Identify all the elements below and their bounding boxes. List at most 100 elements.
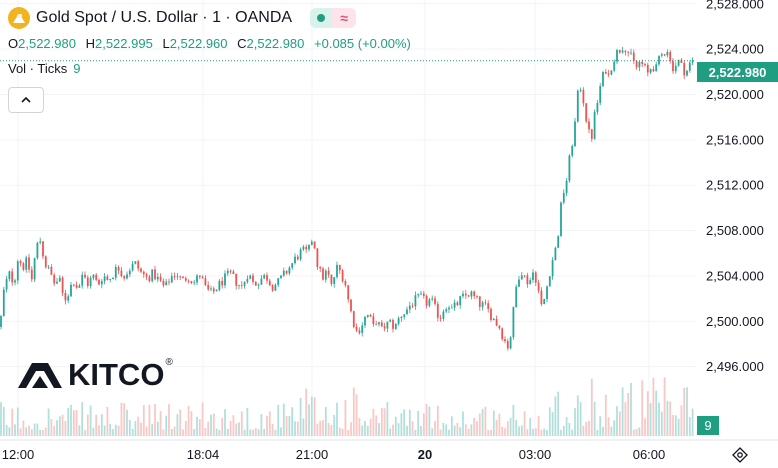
candle-body xyxy=(439,317,442,319)
candle-body xyxy=(540,290,543,305)
volume-bar xyxy=(562,425,565,436)
volume-legend[interactable]: Vol · Ticks 9 xyxy=(8,61,80,76)
candle-body xyxy=(520,275,523,280)
candle-body xyxy=(630,52,632,54)
candle-body xyxy=(448,307,450,310)
wave-icon[interactable]: ≈ xyxy=(332,8,357,28)
volume-bar xyxy=(509,417,512,436)
volume-bar xyxy=(526,429,529,436)
volume-bar xyxy=(543,428,546,436)
candle-body xyxy=(53,274,56,284)
volume-bar xyxy=(464,424,467,436)
volume-bar xyxy=(557,391,560,436)
x-tick-label: 21:00 xyxy=(296,447,329,462)
candle-body xyxy=(400,316,403,319)
volume-bar xyxy=(268,411,271,436)
candles xyxy=(0,47,694,351)
volume-bar xyxy=(42,429,44,436)
volume-bar xyxy=(490,429,492,436)
volume-bar xyxy=(501,426,504,436)
candle-body xyxy=(658,55,660,65)
volume-bar xyxy=(338,427,341,436)
volume-bar xyxy=(624,402,627,436)
volume-bar xyxy=(478,413,481,436)
candle-body xyxy=(95,274,98,280)
market-open-dot-icon[interactable] xyxy=(310,8,333,28)
volume-bar xyxy=(649,403,652,436)
volume-bar xyxy=(618,411,621,436)
volume-bar xyxy=(663,377,666,436)
candle-body xyxy=(434,298,436,304)
candle-body xyxy=(243,282,246,286)
volume-bar xyxy=(226,428,229,436)
volume-bar xyxy=(294,421,296,436)
volume-bar xyxy=(568,423,571,436)
volume-bar xyxy=(481,408,484,436)
volume-bar xyxy=(462,411,464,436)
volume-bar xyxy=(691,408,694,436)
volume-bar xyxy=(498,413,501,436)
volume-bar xyxy=(0,402,2,436)
volume-bar xyxy=(179,409,182,436)
volume-bar xyxy=(162,429,165,436)
candle-body xyxy=(162,280,165,286)
volume-bar xyxy=(434,420,436,436)
candle-body xyxy=(546,286,548,300)
candle-body xyxy=(358,330,361,333)
volume-bar xyxy=(380,407,383,436)
candle-body xyxy=(509,337,512,349)
candle-body xyxy=(106,276,109,280)
volume-bar xyxy=(92,427,95,436)
volume-bar xyxy=(602,426,604,436)
volume-bar xyxy=(305,388,308,436)
volume-bar xyxy=(417,410,420,436)
volume-bar xyxy=(364,420,366,436)
volume-bar xyxy=(56,420,58,436)
x-tick-label: 03:00 xyxy=(519,447,552,462)
volume-bar xyxy=(14,424,16,436)
candle-body xyxy=(308,244,310,250)
volume-bar xyxy=(296,421,299,436)
volume-bar xyxy=(168,404,170,436)
volume-bar xyxy=(596,429,599,436)
candle-body xyxy=(602,71,604,86)
candle-body xyxy=(296,256,299,260)
volume-bar xyxy=(81,402,84,436)
volume-bar xyxy=(263,428,266,436)
candle-body xyxy=(198,275,201,277)
volume-bar xyxy=(403,409,406,436)
volume-bar xyxy=(50,419,53,436)
volume-bar xyxy=(604,394,607,436)
candle-body xyxy=(554,247,557,261)
volume-value: 9 xyxy=(73,61,81,76)
change-value: +0.085 (+0.00%) xyxy=(314,36,411,51)
candle-body xyxy=(140,268,142,272)
candle-body xyxy=(641,61,644,65)
volume-bar xyxy=(392,424,394,436)
candle-body xyxy=(627,51,630,53)
y-tick-label: 2,524.000 xyxy=(706,42,764,57)
candle-body xyxy=(98,279,100,285)
volume-bar xyxy=(254,428,257,436)
candle-body xyxy=(0,315,2,327)
volume-bar xyxy=(19,428,22,436)
candle-body xyxy=(576,90,579,122)
symbol-title[interactable]: Gold Spot / U.S. Dollar · 1 · OANDA xyxy=(36,9,293,26)
volume-bar xyxy=(252,429,254,436)
volume-bar xyxy=(198,419,201,436)
settings-diamond-icon[interactable] xyxy=(731,446,749,464)
candle-body xyxy=(394,323,397,329)
candle-body xyxy=(501,328,504,340)
volume-bar xyxy=(428,406,431,436)
volume-bar xyxy=(148,404,151,436)
candle-body xyxy=(660,54,663,56)
candle-body xyxy=(478,296,481,307)
candle-body xyxy=(652,69,655,72)
volume-bar xyxy=(246,407,249,436)
volume-bar xyxy=(36,423,39,436)
collapse-legend-button[interactable] xyxy=(8,87,44,113)
candle-body xyxy=(534,272,537,283)
candle-body xyxy=(134,261,137,264)
candle-body xyxy=(495,318,498,326)
